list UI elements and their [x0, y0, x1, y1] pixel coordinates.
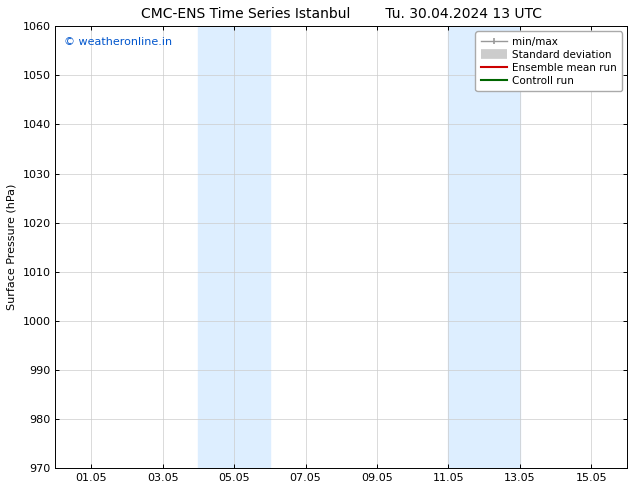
Y-axis label: Surface Pressure (hPa): Surface Pressure (hPa)	[7, 184, 17, 311]
Title: CMC-ENS Time Series Istanbul        Tu. 30.04.2024 13 UTC: CMC-ENS Time Series Istanbul Tu. 30.04.2…	[141, 7, 542, 21]
Text: © weatheronline.in: © weatheronline.in	[64, 37, 172, 48]
Bar	[198, 26, 270, 468]
Legend: min/max, Standard deviation, Ensemble mean run, Controll run: min/max, Standard deviation, Ensemble me…	[476, 31, 622, 91]
Bar	[448, 26, 520, 468]
